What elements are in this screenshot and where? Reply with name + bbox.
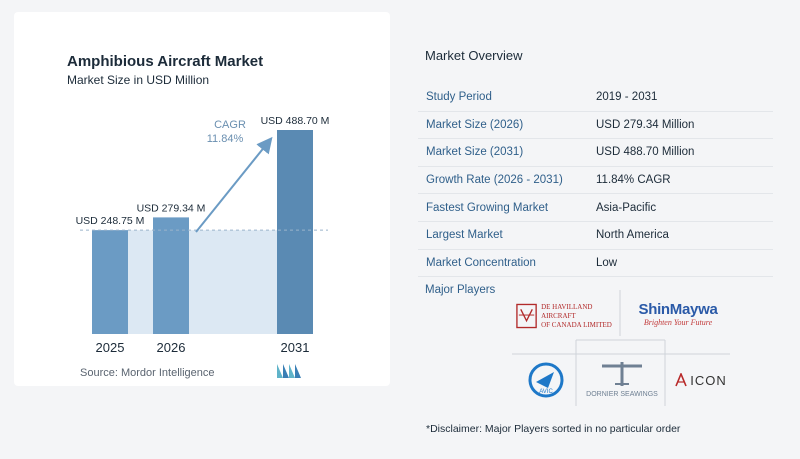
dornier-logo: DORNIER SEAWINGS	[580, 352, 664, 404]
shinmaywa-logo: ShinMaywa Brighten Your Future	[628, 294, 728, 334]
overview-row: Study Period 2019 - 2031	[418, 84, 773, 112]
cagr-value: 11.84%	[207, 133, 244, 145]
overview-value: 11.84% CAGR	[594, 166, 773, 195]
overview-row: Market Size (2031) USD 488.70 Million	[418, 138, 773, 167]
mordor-intelligence-logo-icon	[277, 364, 301, 378]
overview-row: Largest Market North America	[418, 221, 773, 250]
bar-value-label-2031: USD 488.70 M	[261, 115, 330, 127]
overview-table: Study Period 2019 - 2031 Market Size (2026…	[418, 84, 773, 278]
cagr-arrow	[195, 136, 273, 233]
overview-row: Fastest Growing Market Asia-Pacific	[418, 193, 773, 222]
overview-value: USD 488.70 Million	[594, 138, 773, 167]
dornier-label: DORNIER SEAWINGS	[586, 391, 658, 398]
overview-key: Market Concentration	[418, 249, 594, 278]
bar-2025	[92, 230, 128, 334]
disclaimer-text: *Disclaimer: Major Players sorted in no …	[426, 423, 681, 435]
shinmaywa-wordmark: ShinMaywa	[638, 301, 718, 318]
icon-wordmark: ICON	[690, 372, 727, 388]
dornier-aircraft-icon	[602, 362, 642, 386]
overview-key: Growth Rate (2026 - 2031)	[418, 166, 594, 195]
x-tick-2025: 2025	[96, 340, 125, 355]
overview-title: Market Overview	[425, 48, 523, 63]
baseline-shade-band	[92, 230, 313, 334]
overview-value: 2019 - 2031	[594, 84, 773, 112]
overview-key: Largest Market	[418, 221, 594, 250]
major-players-title: Major Players	[425, 284, 496, 296]
bar-2026	[153, 217, 189, 334]
bar-value-label-2025: USD 248.75 M	[76, 215, 145, 227]
chart-title: Amphibious Aircraft Market	[67, 53, 264, 70]
logo-grid	[512, 290, 730, 406]
overview-row: Market Concentration Low	[418, 249, 773, 278]
dehavilland-line2: OF CANADA LIMITED	[541, 320, 612, 329]
overview-key: Study Period	[418, 84, 594, 112]
bar-2031	[277, 130, 313, 334]
overview-row: Growth Rate (2026 - 2031) 11.84% CAGR	[418, 166, 773, 195]
overview-row: Market Size (2026) USD 279.34 Million	[418, 111, 773, 140]
overview-value: Low	[594, 249, 773, 278]
avic-label: AVIC	[539, 389, 553, 395]
cagr-label: CAGR	[214, 119, 246, 131]
chart-subtitle: Market Size in USD Million	[67, 73, 210, 87]
bar-chart: USD 248.75 M 2025 USD 279.34 M 2026 USD 488.…	[76, 115, 330, 355]
overview-key: Market Size (2026)	[418, 111, 594, 140]
x-tick-2031: 2031	[281, 340, 310, 355]
overview-key: Fastest Growing Market	[418, 193, 594, 222]
shinmaywa-tagline: Brighten Your Future	[643, 318, 713, 327]
overview-value: North America	[594, 221, 773, 250]
x-tick-2026: 2026	[157, 340, 186, 355]
dehavilland-logo: DE HAVILLAND AIRCRAFT OF CANADA LIMITED	[515, 296, 625, 336]
avic-logo: AVIC	[520, 358, 572, 402]
icon-brand-mark-icon	[675, 373, 687, 387]
source-text: Source: Mordor Intelligence	[80, 367, 215, 379]
dehavilland-line1: DE HAVILLAND AIRCRAFT	[541, 302, 593, 320]
dehavilland-emblem-icon	[516, 303, 537, 329]
avic-emblem-icon: AVIC	[528, 362, 564, 398]
icon-aircraft-logo: ICON	[670, 366, 732, 394]
overview-value: USD 279.34 Million	[594, 111, 773, 140]
bar-value-label-2026: USD 279.34 M	[137, 202, 206, 214]
overview-key: Market Size (2031)	[418, 138, 594, 167]
overview-value: Asia-Pacific	[594, 193, 773, 222]
